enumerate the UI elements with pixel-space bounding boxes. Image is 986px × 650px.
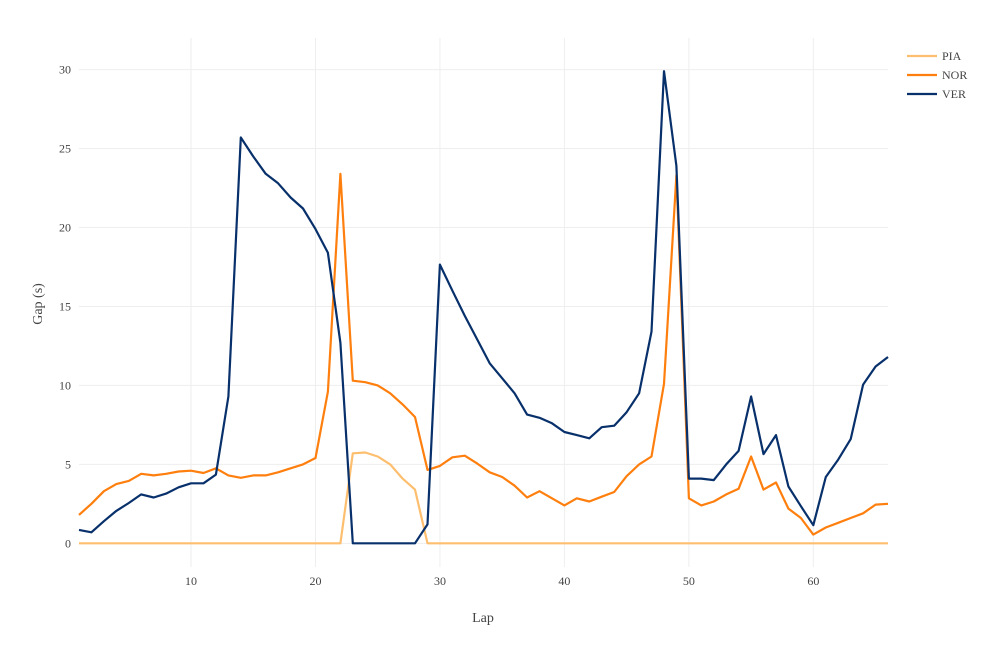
- y-axis-ticks: 0 5 10 15 20 25 30: [59, 63, 71, 551]
- y-tick-label: 15: [59, 299, 71, 313]
- x-tick-label: 50: [683, 574, 695, 588]
- legend-item-ver[interactable]: VER: [907, 87, 966, 101]
- y-tick-label: 25: [59, 142, 71, 156]
- series-line-ver: [78, 70, 889, 545]
- series-layer: [78, 70, 889, 545]
- legend-label: NOR: [942, 68, 967, 82]
- y-tick-label: 0: [65, 536, 71, 550]
- x-tick-label: 40: [558, 574, 570, 588]
- grid: [79, 38, 888, 567]
- x-tick-label: 20: [309, 574, 321, 588]
- legend-label: VER: [942, 87, 966, 101]
- x-axis-ticks: 10 20 30 40 50 60: [185, 574, 819, 588]
- y-tick-label: 5: [65, 457, 71, 471]
- y-tick-label: 20: [59, 220, 71, 234]
- series-line-pia: [79, 451, 888, 545]
- y-tick-label: 10: [59, 378, 71, 392]
- x-tick-label: 30: [434, 574, 446, 588]
- x-tick-label: 60: [807, 574, 819, 588]
- x-axis-title: Lap: [472, 611, 494, 626]
- x-tick-label: 10: [185, 574, 197, 588]
- y-tick-label: 30: [59, 63, 71, 77]
- y-axis-title: Gap (s): [31, 283, 46, 325]
- legend-label: PIA: [942, 49, 962, 63]
- legend-item-pia[interactable]: PIA: [907, 49, 962, 63]
- series-line-nor: [78, 172, 889, 536]
- legend-item-nor[interactable]: NOR: [907, 68, 967, 82]
- legend[interactable]: PIA NOR VER: [907, 49, 967, 101]
